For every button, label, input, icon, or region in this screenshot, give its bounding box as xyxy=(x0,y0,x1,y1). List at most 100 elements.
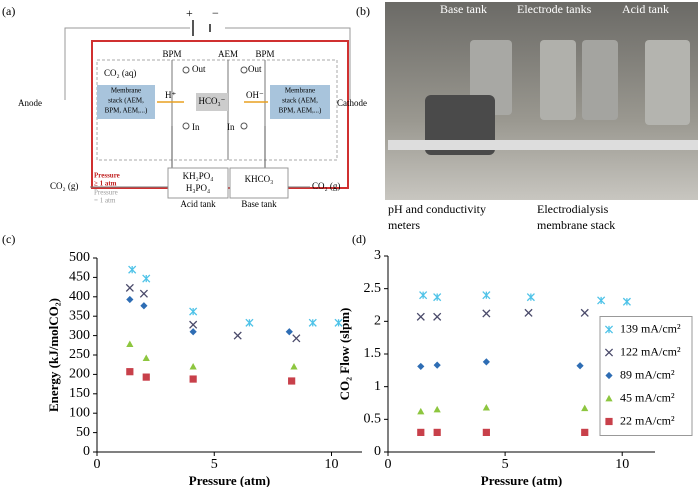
stack-right xyxy=(270,85,330,119)
pressure-low: Pressure xyxy=(94,189,118,197)
legend-box xyxy=(599,316,693,436)
marker xyxy=(290,363,298,370)
y-tick-label: 1.5 xyxy=(364,346,382,361)
marker xyxy=(189,363,197,370)
marker xyxy=(482,428,490,436)
y-tick-label: 450 xyxy=(69,270,90,285)
marker xyxy=(189,328,197,336)
wire xyxy=(225,27,351,100)
acid-contents: KH₂PO₄ xyxy=(183,171,214,181)
port xyxy=(182,122,190,130)
marker xyxy=(433,428,441,436)
y-tick-label: 1 xyxy=(374,379,381,394)
marker xyxy=(139,289,148,298)
stack-text: Membrane xyxy=(285,87,315,95)
acid-tank xyxy=(167,167,229,199)
marker xyxy=(189,307,198,316)
y-tick-label: 0 xyxy=(83,444,90,459)
legend-marker xyxy=(605,394,613,402)
marker xyxy=(622,297,631,306)
marker xyxy=(581,404,589,412)
marker xyxy=(597,296,606,305)
y-tick-label: 2.5 xyxy=(364,281,382,296)
panel-label: (b) xyxy=(356,4,370,18)
y-tick-label: 500 xyxy=(69,250,90,265)
marker xyxy=(419,291,428,300)
bench xyxy=(388,140,698,150)
marker xyxy=(417,407,425,415)
x-tick-label: 10 xyxy=(325,457,339,472)
minus: − xyxy=(212,6,219,20)
x-axis-label: Pressure (atm) xyxy=(189,473,270,487)
marker xyxy=(416,312,425,321)
x-tick-label: 10 xyxy=(615,457,629,472)
tank xyxy=(540,40,576,120)
tank xyxy=(645,40,690,125)
y-axis-label: Energy (kJ/molCO₂) xyxy=(46,298,61,412)
out-label: Out xyxy=(192,64,206,74)
marker xyxy=(142,373,150,381)
marker xyxy=(524,308,533,317)
y-tick-label: 350 xyxy=(69,308,90,323)
cathode: Cathode xyxy=(337,98,367,108)
x-tick-label: 5 xyxy=(502,457,509,472)
marker xyxy=(580,308,589,317)
anode: Anode xyxy=(18,98,42,108)
port xyxy=(182,66,190,74)
marker xyxy=(125,283,134,292)
marker xyxy=(526,293,535,302)
plus: + xyxy=(186,6,193,20)
marker xyxy=(128,265,137,274)
ion: HCO₃⁻ xyxy=(199,96,226,106)
x-tick-label: 0 xyxy=(94,457,101,472)
acid-contents: H₃PO₄ xyxy=(186,183,210,193)
label-box xyxy=(385,200,515,234)
diagram: (a) + − BPM AEM BPM CO₂ (aq) Out Out In … xyxy=(2,4,367,209)
marker xyxy=(126,295,134,304)
marker xyxy=(482,291,491,300)
y-tick-label: 0.5 xyxy=(364,412,382,427)
x-tick-label: 5 xyxy=(211,457,218,472)
photo-label: membrane stack xyxy=(537,218,615,232)
legend-label: 139 mA/cm² xyxy=(620,321,681,335)
base-tank xyxy=(229,167,289,199)
marker xyxy=(292,334,301,343)
marker xyxy=(433,312,442,321)
stack-left xyxy=(97,85,155,119)
stack-text: stack (AEM, xyxy=(108,97,144,105)
photo-label: Electrodialysis xyxy=(537,202,609,216)
marker xyxy=(126,340,134,348)
marker xyxy=(482,358,490,366)
marker xyxy=(417,428,425,436)
membrane-label: BPM xyxy=(255,49,274,59)
marker xyxy=(433,293,442,302)
y-tick-label: 150 xyxy=(69,386,90,401)
membrane-label: AEM xyxy=(218,49,238,59)
stack-text: stack (AEM, xyxy=(282,97,318,105)
y-tick-label: 100 xyxy=(69,405,90,420)
photo-label: Electrode tanks xyxy=(517,2,592,16)
stack-text: BPM, AEM,...) xyxy=(279,107,322,115)
y-tick-label: 300 xyxy=(69,328,90,343)
ion-box xyxy=(196,93,228,111)
pressure-high: Pressure xyxy=(94,172,120,180)
stack-text: Membrane xyxy=(111,87,141,95)
tank xyxy=(582,40,618,120)
tank-label: Base tank xyxy=(241,199,277,209)
legend-label: 122 mA/cm² xyxy=(620,344,681,358)
marker xyxy=(288,377,296,385)
marker xyxy=(308,318,317,327)
base-contents: KHCO₃ xyxy=(245,174,274,184)
y-tick-label: 250 xyxy=(69,347,90,362)
marker xyxy=(142,274,151,283)
photo-label: meters xyxy=(388,218,420,232)
port xyxy=(240,122,248,130)
marker xyxy=(581,428,589,436)
marker xyxy=(233,331,242,340)
marker xyxy=(189,320,198,329)
marker xyxy=(576,362,584,370)
marker xyxy=(140,302,148,310)
y-axis-label: CO₂ Flow (slpm) xyxy=(337,308,352,401)
y-tick-label: 2 xyxy=(374,314,381,329)
